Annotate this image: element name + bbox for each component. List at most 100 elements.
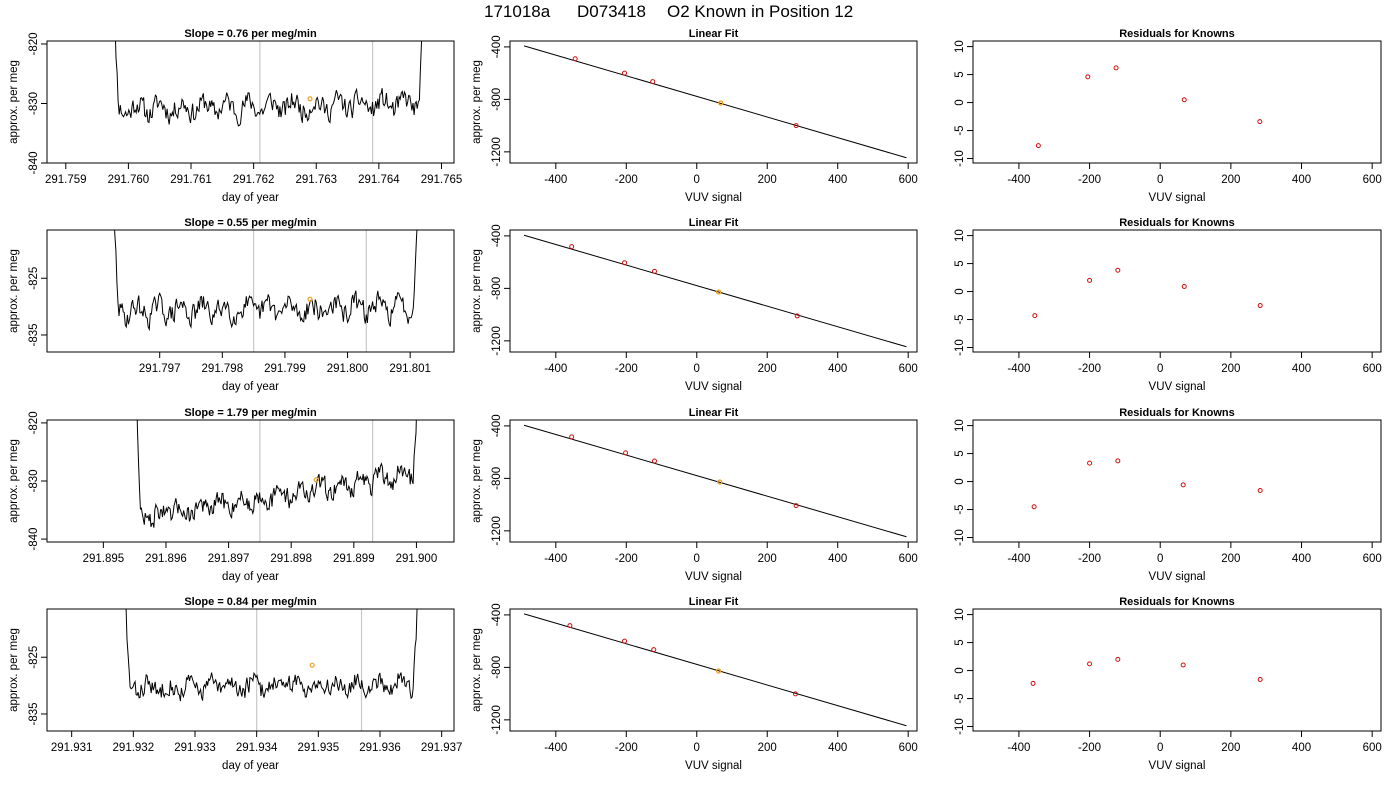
y-tick-label: 5	[954, 450, 966, 456]
x-tick-label: -400	[1007, 742, 1030, 754]
x-tick-label: 400	[828, 174, 847, 186]
x-tick-label: 291.764	[358, 174, 400, 186]
y-tick-label: -5	[954, 125, 966, 135]
data-point	[1087, 460, 1093, 466]
data-point	[569, 434, 575, 440]
y-tick-label: -1200	[491, 705, 503, 734]
panel-plot-area	[125, 609, 418, 731]
x-tick-label: 600	[899, 363, 918, 375]
data-point	[794, 313, 800, 319]
title-desc: O2 Known in Position 12	[667, 2, 853, 21]
y-tick-label: -10	[954, 529, 966, 546]
y-tick-label: 0	[954, 288, 966, 294]
fit-line	[523, 424, 907, 538]
panel-plot-area	[523, 45, 907, 159]
x-tick-label: 0	[1157, 553, 1163, 565]
y-tick-label: -10	[954, 150, 966, 167]
panel-0-0: Slope = 0.76 per meg/min 291.759 291.760 29…	[8, 28, 463, 204]
data-point	[1181, 284, 1187, 290]
x-tick-label: 291.898	[270, 553, 312, 565]
x-tick-label: 400	[1292, 553, 1311, 565]
y-tick-label: 5	[954, 71, 966, 77]
panel-title: Linear Fit	[689, 217, 739, 229]
data-point	[622, 70, 628, 76]
plot-grid: Slope = 0.76 per meg/min 291.759 291.760 29…	[8, 28, 1382, 772]
y-tick-label: -800	[491, 277, 503, 300]
x-tick-label: -400	[544, 174, 567, 186]
y-tick-label: -5	[954, 693, 966, 703]
data-point	[623, 450, 629, 456]
y-tick-label: -10	[954, 339, 966, 356]
y-tick-label: 10	[954, 419, 966, 432]
title-id: D073418	[577, 2, 646, 21]
highlight-marker	[309, 662, 315, 668]
y-tick-label: -1200	[491, 326, 503, 355]
y-tick-label: -830	[28, 92, 40, 115]
y-tick-label: -5	[954, 504, 966, 514]
x-tick-label: 291.759	[45, 174, 87, 186]
data-point	[1180, 662, 1186, 668]
x-tick-label: 0	[694, 363, 700, 375]
x-tick-label: 291.935	[298, 742, 340, 754]
panel-frame	[972, 40, 1382, 164]
data-point	[1115, 458, 1121, 464]
y-tick-label: 0	[954, 478, 966, 484]
panel-title: Residuals for Knowns	[1119, 28, 1235, 40]
y-axis-label: approx. per meg	[471, 439, 483, 523]
x-tick-label: 600	[899, 174, 918, 186]
y-tick-label: -1200	[491, 137, 503, 166]
data-point	[1087, 277, 1093, 283]
x-tick-label: 200	[1221, 363, 1240, 375]
data-point	[1113, 65, 1119, 71]
x-tick-label: 200	[758, 553, 777, 565]
x-tick-label: 200	[758, 174, 777, 186]
x-tick-label: 291.765	[421, 174, 463, 186]
fit-line	[523, 234, 907, 348]
x-tick-label: 400	[828, 363, 847, 375]
panel-3-2: Residuals for Knowns -400 -200 0 200 400 600 -1…	[954, 596, 1382, 772]
y-axis-label: approx. per meg	[8, 628, 20, 712]
x-axis-label: day of year	[222, 192, 279, 204]
y-tick-label: -820	[28, 411, 40, 434]
y-tick-label: -825	[28, 646, 40, 669]
panel-plot-area	[1032, 267, 1263, 319]
x-tick-label: 0	[1157, 742, 1163, 754]
y-axis-label: approx. per meg	[471, 628, 483, 712]
x-axis-label: VUV signal	[1149, 192, 1206, 204]
y-axis-label: approx. per meg	[471, 249, 483, 333]
panel-1-1: Linear Fit -400 -200 0 200 400 600 -1200 -800 -40…	[471, 217, 918, 393]
fit-line	[523, 613, 907, 727]
panel-title: Residuals for Knowns	[1119, 596, 1235, 608]
x-tick-label: 291.931	[51, 742, 93, 754]
data-point	[650, 79, 656, 85]
panel-title: Slope = 0.84 per meg/min	[184, 596, 317, 608]
panel-0-2: Residuals for Knowns -400 -200 0 200 400 600 -1…	[954, 28, 1382, 204]
data-point	[1115, 656, 1121, 662]
panel-frame	[972, 419, 1382, 543]
y-tick-label: -820	[28, 32, 40, 55]
x-axis-label: VUV signal	[1149, 760, 1206, 772]
panel-plot-area	[115, 41, 423, 163]
panel-frame	[46, 419, 455, 543]
panel-title: Slope = 1.79 per meg/min	[184, 407, 317, 419]
panel-frame	[509, 229, 918, 353]
data-point	[572, 56, 578, 62]
panel-2-2: Residuals for Knowns -400 -200 0 200 400 600 -1…	[954, 407, 1382, 583]
y-tick-label: -825	[28, 267, 40, 290]
data-series-line	[125, 609, 418, 702]
x-tick-label: 200	[758, 742, 777, 754]
x-tick-label: 200	[1221, 742, 1240, 754]
data-point	[622, 638, 628, 644]
x-tick-label: 291.897	[208, 553, 250, 565]
data-series-line	[136, 420, 417, 528]
highlight-point	[718, 100, 724, 106]
x-tick-label: -400	[544, 553, 567, 565]
highlight-point	[715, 668, 722, 674]
data-point	[793, 503, 799, 509]
data-point	[1087, 661, 1093, 667]
x-tick-label: 0	[1157, 174, 1163, 186]
y-tick-label: -835	[28, 702, 40, 725]
panel-title: Slope = 0.76 per meg/min	[184, 28, 317, 40]
x-tick-label: -200	[615, 742, 638, 754]
